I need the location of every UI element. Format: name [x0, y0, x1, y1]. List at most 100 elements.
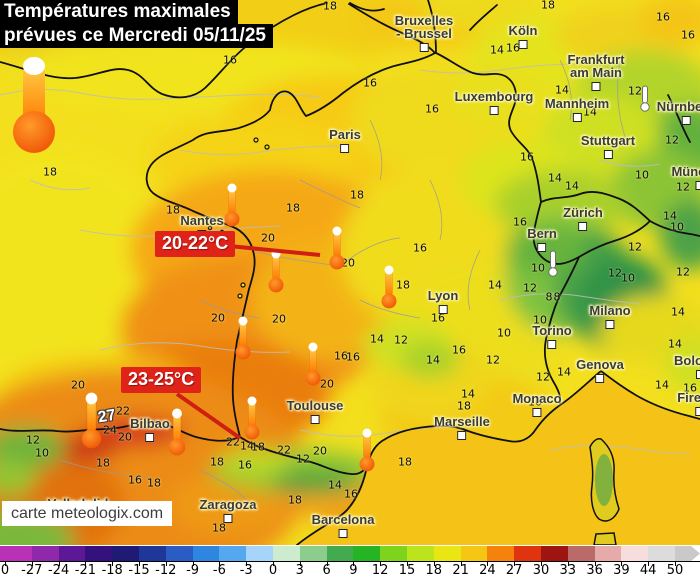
temp-value: 14 — [370, 332, 384, 346]
thermometer-icon — [224, 183, 240, 232]
temp-value: 18 — [398, 455, 412, 469]
temp-value: 12 — [486, 353, 500, 367]
temp-value: 14 — [461, 387, 475, 401]
scale-tick-label: -24 — [47, 563, 70, 578]
scale-segment — [219, 546, 247, 561]
scale-tick — [541, 562, 542, 566]
city-name: Milano — [589, 303, 631, 318]
scale-segment — [621, 546, 649, 561]
city-name: Paris — [329, 127, 361, 142]
scale-tick — [487, 562, 489, 566]
city-name: Bern — [527, 226, 557, 241]
city-genova: Genova — [576, 358, 624, 383]
scale-tick — [326, 562, 328, 566]
temp-value: 8 — [545, 290, 553, 304]
city-frankfurt: Frankfurt am Main — [567, 53, 625, 91]
temp-value: 12 — [676, 180, 690, 194]
scale-tick — [675, 562, 676, 566]
temp-value: 10 — [621, 271, 635, 285]
scale-tick — [112, 562, 114, 566]
temp-value: 16 — [223, 53, 237, 67]
city-name-sub: - Brussel — [396, 26, 452, 41]
city-marker — [223, 514, 233, 523]
temp-value: 20 — [211, 311, 225, 325]
temp-value: 16 — [413, 241, 427, 255]
temp-value: 18 — [43, 165, 57, 179]
scale-tick-label: 0 — [0, 563, 10, 578]
city-name: Bruxelles — [394, 13, 454, 28]
scale-ticks — [0, 562, 700, 567]
temp-value: 20 — [341, 256, 355, 270]
temp-value: 14 — [548, 171, 562, 185]
city-marker — [532, 408, 542, 417]
city-mannheim: Mannheim — [545, 97, 609, 122]
temp-value: 20 — [320, 377, 334, 391]
temp-value: 16 — [363, 76, 377, 90]
temp-value: 18 — [96, 456, 110, 470]
city-barcelona: Barcelona — [311, 512, 375, 538]
temp-value: 16 — [681, 28, 695, 42]
scale-tick — [407, 562, 408, 566]
scale-labels: 0 -27 -24 -21 -18 -15 -12 -9 -6 -3 0 3 6 9 12 15 18 21 24 2… — [0, 563, 700, 580]
temp-value: 22 — [226, 435, 240, 449]
city-marker — [489, 106, 499, 115]
scale-tick — [514, 562, 516, 566]
city-name: Nantes — [180, 213, 224, 228]
temp-value: 20 — [118, 430, 132, 444]
city-name: Zürich — [563, 205, 603, 220]
temp-value: 22 — [116, 404, 130, 418]
temp-value: 12 — [608, 266, 622, 280]
city-marker — [578, 222, 588, 231]
thermometer-icon — [305, 342, 321, 391]
temp-value: 16 — [238, 458, 252, 472]
scale-segment — [139, 546, 166, 561]
city-stuttgart: Stuttgart — [581, 134, 635, 159]
temp-value: 20 — [313, 444, 327, 458]
temp-value: 12 — [665, 133, 679, 147]
title-block: Températures maximales prévues ce Mercre… — [0, 0, 273, 48]
city-mnchen: München — [671, 165, 700, 190]
city-name-sub: am Main — [569, 65, 622, 80]
city-marker — [681, 116, 691, 125]
city-marker — [695, 407, 700, 416]
scale-segment — [0, 546, 32, 561]
temp-value: 14 — [240, 439, 254, 453]
temp-value: 14 — [426, 353, 440, 367]
temp-value: 12 — [536, 370, 550, 384]
temp-value: 10 — [531, 261, 545, 275]
scale-tick-label: 36 — [586, 563, 603, 578]
temp-value: 12 — [628, 84, 642, 98]
temp-value: 10 — [670, 220, 684, 234]
temp-value: 10 — [528, 395, 542, 409]
scale-segment — [165, 546, 193, 561]
scale-tick-label: 27 — [505, 563, 523, 578]
city-milano: Milano — [589, 303, 631, 329]
temp-value: 12 — [676, 265, 690, 279]
map-title-line1: Températures maximales — [0, 0, 238, 24]
city-marker — [605, 320, 615, 329]
scale-tick — [85, 562, 87, 566]
temp-value: 16 — [656, 10, 670, 24]
temp-value: 16 — [346, 350, 360, 364]
scale-segment — [594, 546, 622, 561]
temp-value: 18 — [286, 201, 300, 215]
map-title-line2: prévues ce Mercredi 05/11/25 — [0, 24, 273, 48]
city-marker — [419, 43, 429, 52]
scale-tick — [433, 562, 435, 566]
city-bruxelles: Bruxelles - Brussel — [394, 13, 454, 52]
city-name: Monaco — [512, 391, 562, 406]
temperature-color-scale: 0 -27 -24 -21 -18 -15 -12 -9 -6 -3 0 3 6 9 12 15 18 21 24 2… — [0, 546, 700, 580]
scale-segment — [273, 546, 300, 561]
scale-segment — [192, 546, 220, 561]
city-marker — [518, 40, 528, 49]
thermometer-icon — [329, 226, 345, 275]
temp-value: 18 — [212, 521, 226, 535]
scale-segment — [487, 546, 515, 561]
thermometer-icon — [235, 316, 251, 365]
scale-tick-label: -12 — [155, 563, 177, 578]
scale-tick-label: 44 — [639, 563, 657, 578]
city-nrnberg: Nürnberg — [657, 100, 700, 125]
scale-tick-label: 9 — [349, 563, 358, 578]
city-name: Barcelona — [311, 512, 375, 527]
